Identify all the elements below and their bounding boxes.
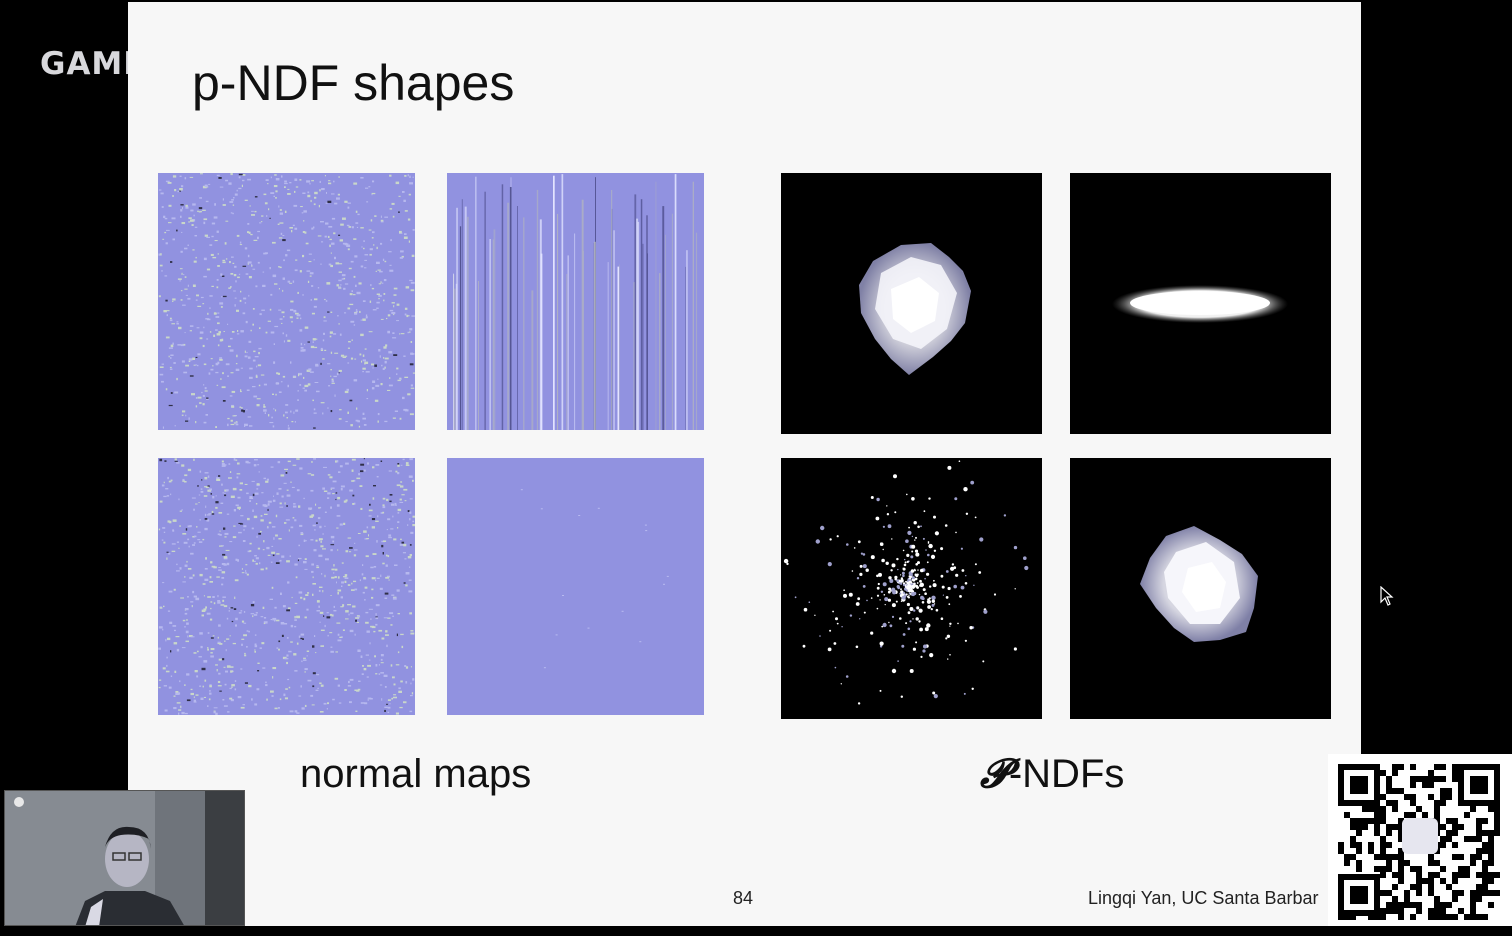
qr-code-icon — [1328, 754, 1512, 926]
caption-pndfs-text: -NDFs — [1008, 752, 1125, 796]
page-number: 84 — [733, 888, 754, 908]
mouse-pointer-icon — [1380, 585, 1394, 611]
slide-author: Lingqi Yan, UC Santa Barbar — [1088, 888, 1319, 908]
caption-pndfs: 𝓟-NDFs — [980, 750, 1124, 797]
caption-normal-maps: normal maps — [300, 752, 532, 796]
pndf-symbol: 𝓟 — [980, 750, 1009, 797]
normal-map-noise-2 — [158, 458, 415, 715]
normal-map-noise-1 — [158, 173, 415, 430]
pndf-horizontal-streak — [1070, 173, 1331, 434]
pndf-blob-2 — [1070, 458, 1331, 719]
brand-label: GAME — [40, 46, 146, 82]
slide-title: p-NDF shapes — [192, 55, 515, 111]
normal-map-scratches — [447, 173, 704, 430]
pndf-blob-1 — [781, 173, 1042, 434]
pndf-scattered-points — [781, 458, 1042, 719]
normal-map-smooth — [447, 458, 704, 715]
webcam-feed — [4, 790, 245, 926]
presentation-slide: p-NDF shapes — [128, 2, 1361, 926]
